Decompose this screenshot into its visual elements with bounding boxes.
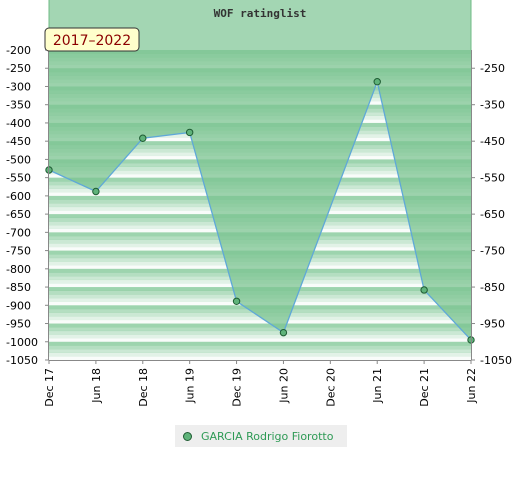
y-tick-label: -750 bbox=[480, 245, 505, 258]
x-tick-label: Jun 18 bbox=[90, 368, 103, 404]
x-tick-label: Dec 21 bbox=[418, 368, 431, 407]
y-tick-label: -1050 bbox=[6, 354, 38, 367]
y-axis-left: -200 -250 -300 -350 -400 -450 -500 -550 -600 -650… bbox=[6, 44, 49, 367]
data-point bbox=[185, 128, 194, 137]
plot-band bbox=[49, 316, 471, 321]
legend: GARCIA Rodrigo Fiorotto bbox=[175, 425, 347, 447]
x-tick-label: Dec 20 bbox=[324, 368, 337, 407]
x-tick-label: Dec 18 bbox=[137, 368, 150, 407]
y-tick-label: -250 bbox=[6, 62, 31, 75]
plot-band bbox=[49, 334, 471, 339]
plot-band bbox=[49, 319, 471, 324]
y-tick-label: -850 bbox=[6, 281, 31, 294]
plot-band bbox=[49, 352, 471, 357]
y-tick-label: -350 bbox=[6, 99, 31, 112]
area-fill bbox=[49, 50, 471, 340]
y-tick-label: -1000 bbox=[6, 336, 38, 349]
plot-band bbox=[49, 327, 471, 332]
data-point bbox=[92, 187, 100, 196]
x-tick-label: Dec 17 bbox=[43, 368, 56, 407]
y-tick-label: -750 bbox=[6, 245, 31, 258]
y-tick-label: -850 bbox=[480, 281, 505, 294]
plot-band bbox=[49, 356, 471, 361]
y-tick-label: -650 bbox=[480, 208, 505, 221]
x-tick-label: Jun 19 bbox=[184, 368, 197, 404]
y-tick-label: -1050 bbox=[480, 354, 512, 367]
x-tick-label: Jun 21 bbox=[371, 368, 384, 404]
y-tick-label: -600 bbox=[6, 190, 31, 203]
y-tick-label: -450 bbox=[6, 135, 31, 148]
y-tick-label: -500 bbox=[6, 153, 31, 166]
y-axis-right: -250 -350 -450 -550 -650 -750 -850 -950 -1050 bbox=[471, 50, 512, 367]
period-badge-label: 2017–2022 bbox=[53, 33, 131, 49]
x-tick-label: Dec 19 bbox=[231, 368, 244, 407]
x-tick-label: Jun 20 bbox=[277, 368, 290, 404]
data-point bbox=[279, 328, 288, 337]
plot-band bbox=[49, 345, 471, 350]
y-tick-label: -650 bbox=[6, 208, 31, 221]
data-point bbox=[373, 78, 381, 86]
y-tick-label: -550 bbox=[480, 172, 505, 185]
plot-band bbox=[49, 341, 471, 346]
data-point bbox=[139, 134, 147, 142]
chart-title: WOF ratinglist bbox=[214, 7, 307, 20]
series-area bbox=[49, 50, 471, 340]
y-tick-label: -700 bbox=[6, 226, 31, 239]
y-tick-label: -900 bbox=[6, 299, 31, 312]
legend-marker-icon bbox=[183, 431, 192, 441]
data-point bbox=[420, 286, 428, 294]
y-tick-label: -950 bbox=[480, 318, 505, 331]
plot-band bbox=[49, 323, 471, 328]
y-tick-label: -550 bbox=[6, 172, 31, 185]
y-tick-label: -450 bbox=[480, 135, 505, 148]
period-badge: 2017–2022 bbox=[44, 27, 140, 52]
y-tick-label: -800 bbox=[6, 263, 31, 276]
y-tick-label: -300 bbox=[6, 80, 31, 93]
plot-band bbox=[49, 330, 471, 335]
y-tick-label: -350 bbox=[480, 99, 505, 112]
y-tick-label: -250 bbox=[480, 62, 505, 75]
plot-band bbox=[49, 349, 471, 354]
y-tick-label: -200 bbox=[6, 44, 31, 57]
y-tick-label: -950 bbox=[6, 318, 31, 331]
x-axis: Dec 17 Jun 18 Dec 18 Jun 19 Dec 19 Jun 20 Dec … bbox=[43, 360, 478, 407]
data-point bbox=[232, 297, 241, 305]
legend-label: GARCIA Rodrigo Fiorotto bbox=[201, 429, 334, 443]
x-tick-label: Jun 22 bbox=[465, 368, 478, 404]
y-tick-label: -400 bbox=[6, 117, 31, 130]
plot-band bbox=[49, 338, 471, 343]
